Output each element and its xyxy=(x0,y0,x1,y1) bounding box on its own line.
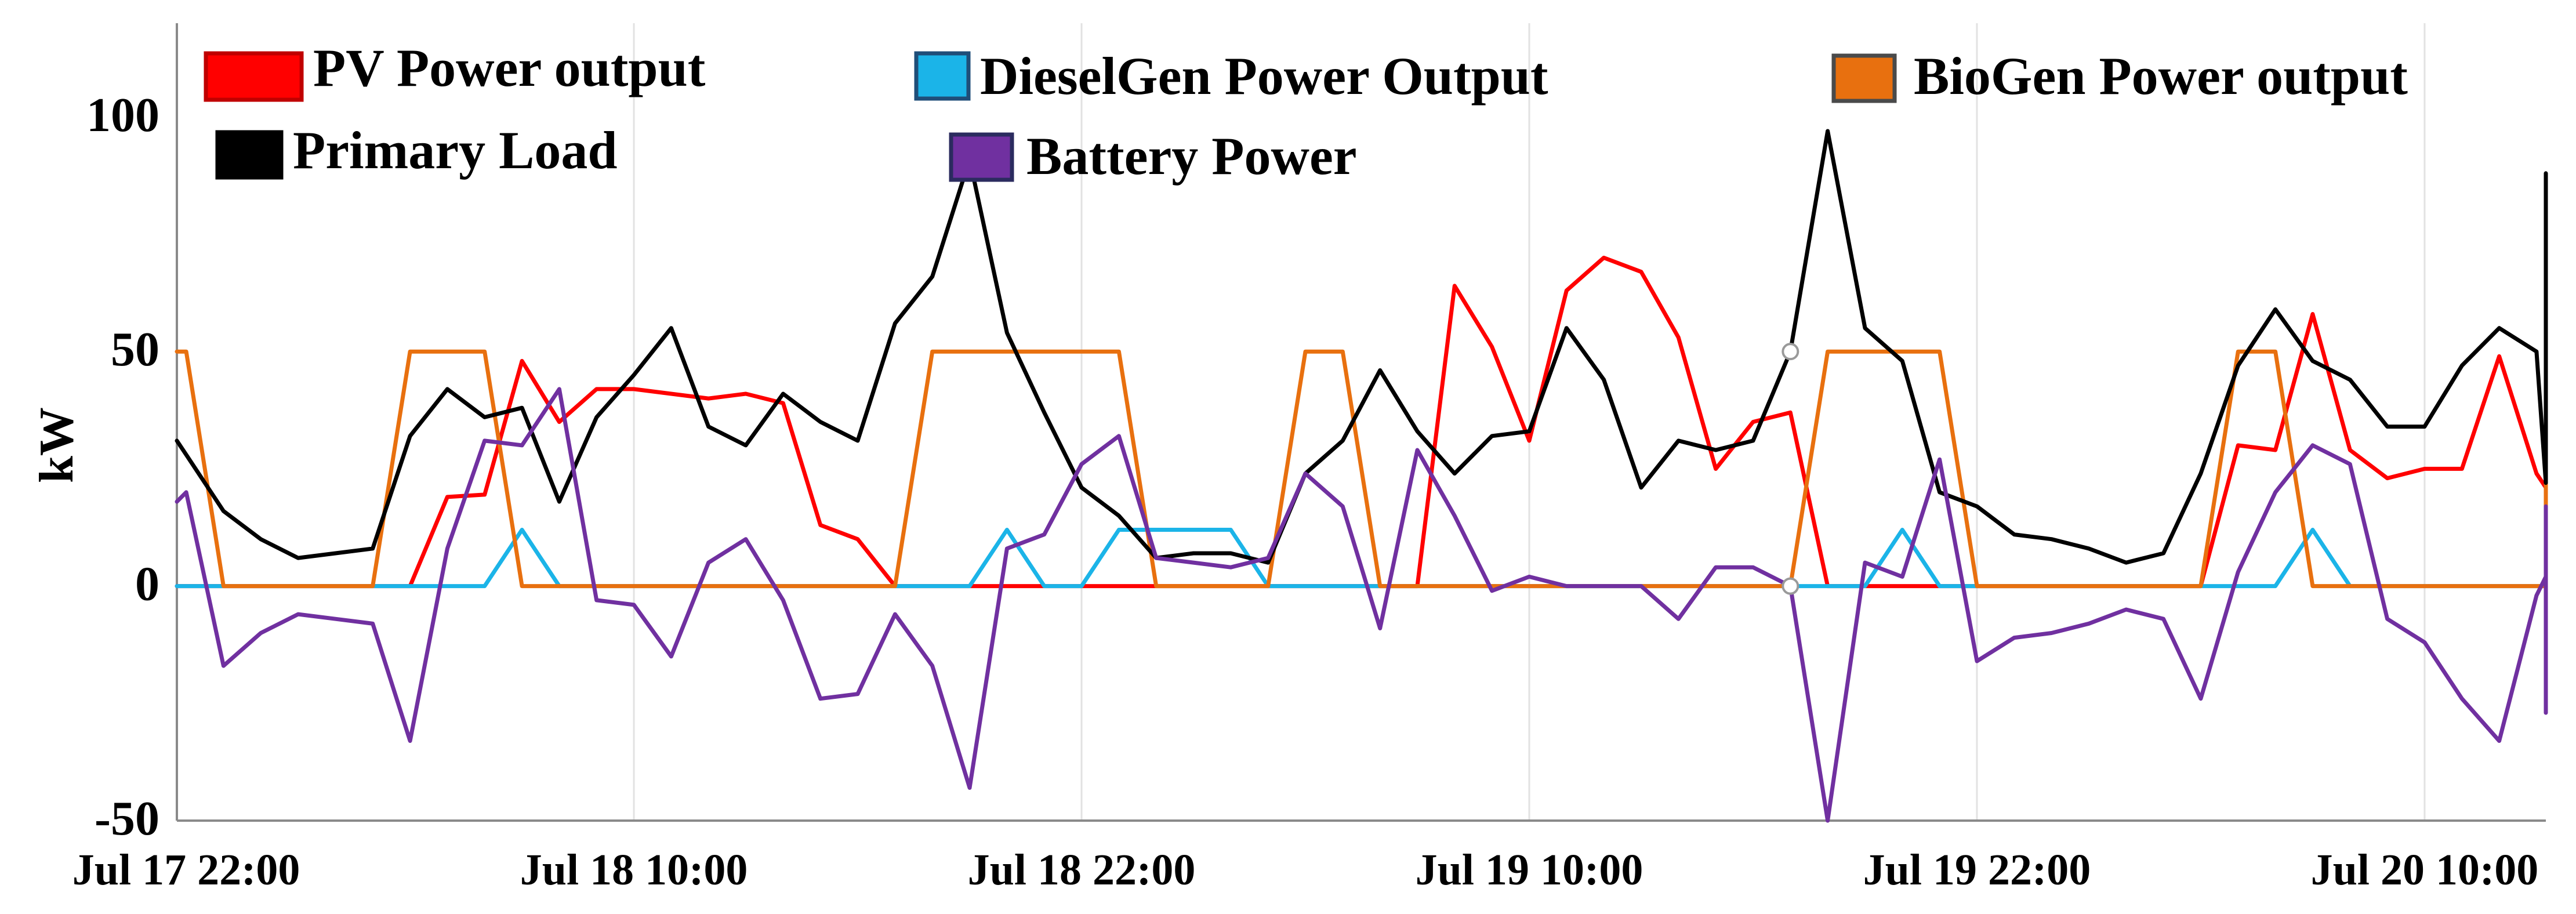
highlight-markers xyxy=(1782,343,1799,595)
legend: PV Power output DieselGen Power Output Bio… xyxy=(204,38,2408,186)
x-tick-label: Jul 18 22:00 xyxy=(968,846,1196,894)
legend-label-battery-power: Battery Power xyxy=(1026,126,1357,186)
legend-label-primary-load: Primary Load xyxy=(293,121,618,180)
legend-swatch-battery-power xyxy=(949,132,1014,182)
series-line-battery-power xyxy=(175,387,2548,823)
series-line-pv-power-output xyxy=(175,255,2548,589)
highlight-marker xyxy=(1782,577,1799,595)
x-tick-label: Jul 20 10:00 xyxy=(2311,846,2539,894)
x-tick-label: Jul 19 10:00 xyxy=(1416,846,1643,894)
series-lines xyxy=(175,129,2548,823)
y-tick-label: 100 xyxy=(86,88,159,142)
x-tick-label: Jul 18 10:00 xyxy=(520,846,748,894)
x-tick-label: Jul 17 22:00 xyxy=(72,846,300,894)
legend-swatch-biogen-power-output xyxy=(1831,53,1897,103)
x-tick-labels: Jul 17 22:00 Jul 18 10:00 Jul 18 22:00 Jul … xyxy=(72,846,2539,894)
legend-swatch-pv-power-output xyxy=(204,51,304,102)
legend-label-dieselgen-power-output: DieselGen Power Output xyxy=(980,46,1548,106)
y-tick-label: 50 xyxy=(111,322,159,376)
highlight-marker xyxy=(1782,343,1799,361)
gridlines xyxy=(633,23,2426,821)
legend-swatch-dieselgen-power-output xyxy=(914,51,971,101)
x-tick-label: Jul 19 22:00 xyxy=(1863,846,2091,894)
series-line-primary-load xyxy=(175,129,2548,565)
y-axis-label: kW xyxy=(30,407,84,483)
y-tick-label: 0 xyxy=(135,557,159,611)
legend-swatch-primary-load xyxy=(215,130,284,180)
series-line-biogen-power-output xyxy=(175,349,2548,589)
y-tick-labels: -50 0 50 100 xyxy=(86,88,159,846)
y-tick-label: -50 xyxy=(95,792,159,846)
legend-label-biogen-power-output: BioGen Power output xyxy=(1914,46,2408,106)
legend-label-pv-power-output: PV Power output xyxy=(313,38,706,97)
